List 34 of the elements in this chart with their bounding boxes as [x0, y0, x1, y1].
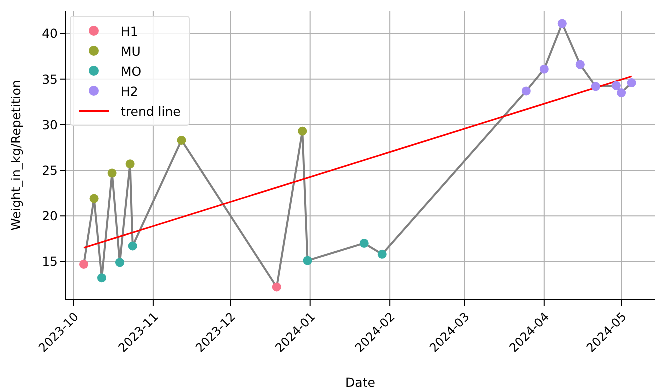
point — [576, 60, 585, 70]
point — [617, 88, 626, 98]
point — [298, 126, 308, 136]
point — [360, 238, 369, 248]
y-tick-label: 15 — [42, 254, 58, 270]
point — [558, 19, 567, 28]
point — [79, 260, 89, 269]
legend-label: H1 — [121, 24, 138, 38]
point — [303, 256, 312, 266]
point — [378, 250, 387, 259]
y-tick-label: 25 — [42, 162, 58, 178]
point — [591, 82, 600, 92]
point — [128, 242, 138, 251]
y-axis-title: Weight_in_kg/Repetition — [8, 80, 24, 231]
point — [126, 160, 135, 169]
point — [108, 168, 117, 178]
point — [522, 86, 531, 96]
y-tick-label: 20 — [42, 208, 58, 224]
point — [116, 258, 125, 268]
point — [612, 81, 621, 90]
point — [540, 64, 549, 74]
x-axis-title: Date — [346, 375, 376, 389]
point — [177, 136, 186, 145]
y-tick-label: 30 — [42, 117, 58, 132]
legend-label: trend line — [121, 104, 181, 118]
y-tick-label: 35 — [42, 72, 58, 87]
point — [627, 78, 636, 88]
point — [90, 194, 99, 204]
y-tick-label: 40 — [42, 26, 58, 42]
point — [272, 282, 282, 292]
point — [97, 274, 107, 283]
legend-label: MO — [121, 64, 142, 78]
legend-label: MU — [121, 44, 141, 58]
legend-label: H2 — [121, 84, 138, 98]
